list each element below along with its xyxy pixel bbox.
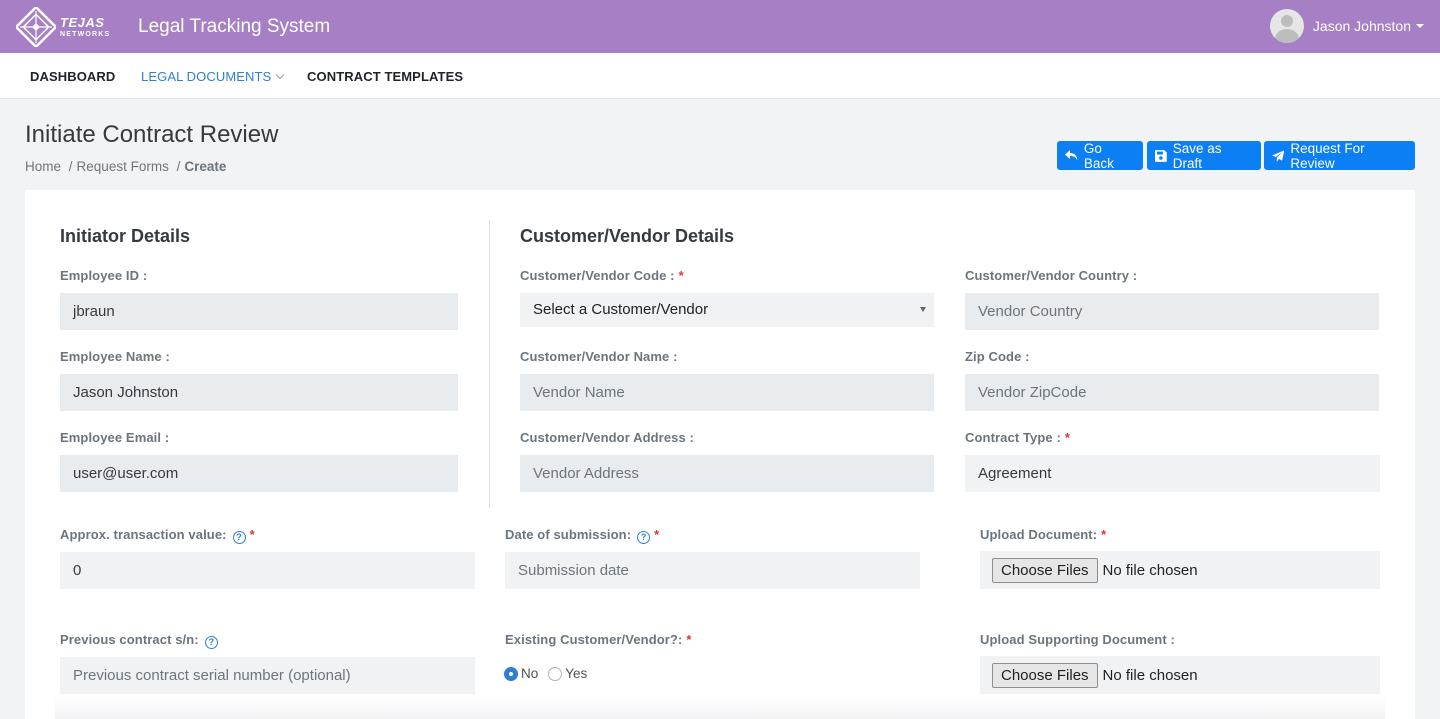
nav-contract-templates[interactable]: CONTRACT TEMPLATES [307,69,464,84]
employee-id-label: Employee ID : [60,268,148,283]
customer-country-label: Customer/Vendor Country : [965,268,1138,283]
app-title: Legal Tracking System [138,16,331,37]
reply-icon [1065,150,1078,161]
page-title: Initiate Contract Review [25,121,279,148]
go-back-button[interactable]: Go Back [1057,140,1143,171]
approx-value-input[interactable]: 0 [60,552,475,589]
logo-name: TEJAS [60,15,105,30]
nav-legal-documents-label: LEGAL DOCUMENTS [141,69,272,84]
submission-date-input[interactable]: Submission date [505,552,920,589]
employee-id-field: jbraun [60,293,458,330]
contract-type-label: Contract Type : * [965,430,1070,445]
caret-down-icon [1416,24,1424,28]
customer-section-title: Customer/Vendor Details [520,226,735,246]
no-file-chosen-text: No file chosen [1102,666,1198,684]
breadcrumb-home[interactable]: Home [25,159,62,174]
radio-yes-label[interactable]: Yes [565,666,588,681]
submission-date-label-text: Date of submission: [505,527,632,542]
required-mark: * [686,632,692,647]
request-review-button[interactable]: Request For Review [1264,140,1415,171]
section-divider [489,220,490,508]
card-bottom-fade [55,696,1385,719]
help-icon[interactable]: ? [232,531,246,544]
paper-plane-icon [1272,149,1285,162]
select-arrow-icon [920,307,926,312]
save-draft-button[interactable]: Save as Draft [1147,140,1261,171]
contract-type-label-text: Contract Type : [965,430,1061,445]
initiator-section-title: Initiator Details [60,226,191,246]
customer-name-label: Customer/Vendor Name : [520,349,678,364]
avatar [1269,9,1304,43]
contract-type-field[interactable]: Agreement [965,455,1380,492]
go-back-label: Go Back [1083,140,1114,171]
radio-yes[interactable] [548,666,563,681]
upload-document-label: Upload Document: * [980,527,1106,542]
help-icon[interactable]: ? [204,636,218,649]
upload-document-input: Choose Files No file chosen [980,551,1380,589]
radio-no[interactable] [504,666,518,681]
main-nav: DASHBOARD LEGAL DOCUMENTS CONTRACT TEMPL… [0,53,1440,99]
previous-contract-input[interactable]: Previous contract serial number (optiona… [60,657,475,694]
breadcrumb-separator: / [176,159,181,174]
customer-code-select-value: Select a Customer/Vendor [533,301,709,318]
previous-contract-label-text: Previous contract s/n: [60,632,199,647]
submission-date-label: Date of submission:? * [505,527,660,544]
zip-code-label: Zip Code : [965,349,1030,364]
customer-name-field: Vendor Name [520,374,934,411]
form-card: Initiator Details Customer/Vendor Detail… [25,190,1415,719]
previous-contract-label: Previous contract s/n:? [60,632,218,649]
required-mark: * [1101,527,1107,542]
choose-files-button[interactable]: Choose Files [992,557,1098,583]
customer-country-field: Vendor Country [965,293,1379,330]
employee-name-label: Employee Name : [60,349,170,364]
breadcrumb-request-forms[interactable]: Request Forms [76,159,169,174]
save-icon [1155,149,1167,162]
existing-customer-label-text: Existing Customer/Vendor?: [505,632,683,647]
customer-address-field: Vendor Address [520,455,934,492]
upload-support-label: Upload Supporting Document : [980,632,1175,647]
logo-subname: NETWORKS [60,31,111,38]
radio-no-label[interactable]: No [521,666,539,681]
employee-email-field: user@user.com [60,455,458,492]
customer-code-label-text: Customer/Vendor Code : [520,268,675,283]
breadcrumb: Home / Request Forms / Create [25,159,226,174]
choose-files-button[interactable]: Choose Files [992,662,1098,688]
required-mark: * [1064,430,1071,445]
help-icon[interactable]: ? [637,531,651,544]
upload-document-label-text: Upload Document: [980,527,1098,542]
request-review-label: Request For Review [1290,140,1365,171]
breadcrumb-separator: / [68,159,73,174]
customer-code-select[interactable]: Select a Customer/Vendor [520,293,934,327]
nav-legal-documents[interactable]: LEGAL DOCUMENTS [141,69,285,84]
no-file-chosen-text: No file chosen [1102,561,1198,579]
required-mark: * [678,268,684,283]
employee-email-label: Employee Email : [60,430,170,445]
required-mark: * [654,527,660,542]
user-name: Jason Johnston [1312,18,1411,34]
save-draft-label: Save as Draft [1172,140,1222,171]
approx-value-label-text: Approx. transaction value: [60,527,227,542]
employee-name-field: Jason Johnston [60,374,458,411]
customer-address-label: Customer/Vendor Address : [520,430,694,445]
required-mark: * [249,527,255,542]
approx-value-label: Approx. transaction value:? * [60,527,255,544]
logo-emblem-icon [14,5,58,49]
company-logo[interactable]: TEJAS NETWORKS [14,5,120,49]
zip-code-field: Vendor ZipCode [965,374,1379,411]
user-menu[interactable]: Jason Johnston [1269,9,1424,43]
existing-customer-radio-group: No Yes [504,666,587,681]
top-bar: TEJAS NETWORKS Legal Tracking System Jas… [0,0,1440,53]
breadcrumb-current: Create [184,159,227,174]
nav-dashboard[interactable]: DASHBOARD [30,69,116,84]
existing-customer-label: Existing Customer/Vendor?: * [505,632,692,647]
customer-code-label: Customer/Vendor Code : * [520,268,684,283]
upload-support-input: Choose Files No file chosen [980,656,1380,694]
chevron-down-icon [276,70,285,80]
